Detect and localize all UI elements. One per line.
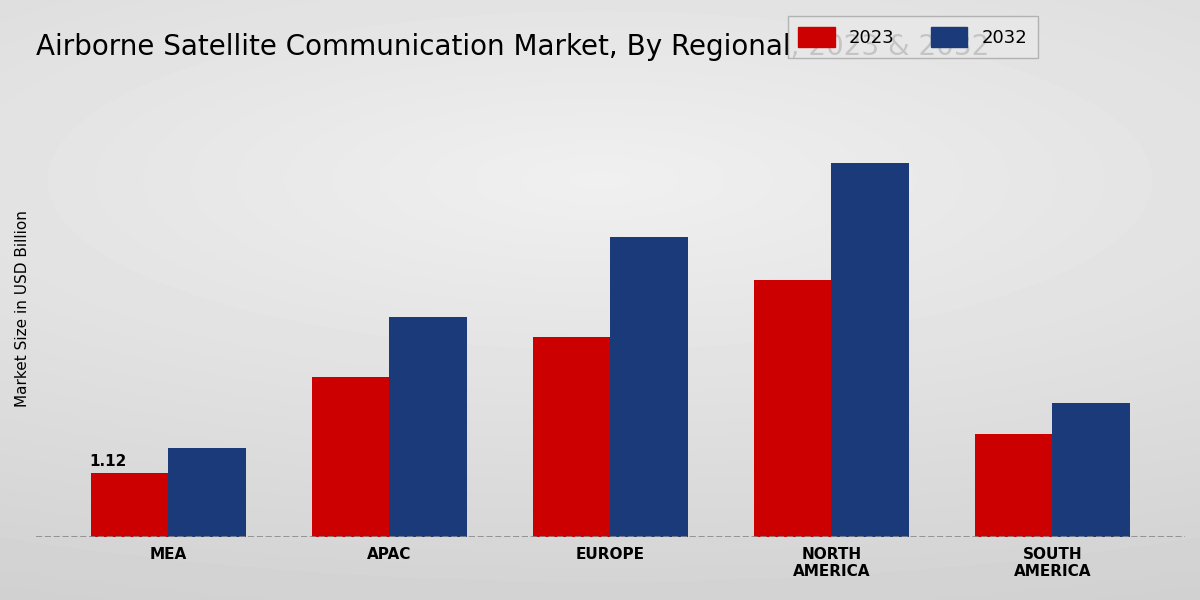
Bar: [754, 280, 832, 537]
Bar: [533, 337, 611, 537]
Bar: [611, 237, 688, 537]
Bar: [1052, 403, 1129, 537]
Bar: [832, 163, 908, 537]
Bar: [168, 448, 246, 537]
Text: Airborne Satellite Communication Market, By Regional, 2023 & 2032: Airborne Satellite Communication Market,…: [36, 33, 989, 61]
Bar: [389, 317, 467, 537]
Text: 1.12: 1.12: [90, 454, 127, 469]
Y-axis label: Market Size in USD Billion: Market Size in USD Billion: [14, 210, 30, 407]
Bar: [976, 434, 1052, 537]
Bar: [91, 473, 168, 537]
Legend: 2023, 2032: 2023, 2032: [787, 16, 1038, 58]
Bar: [312, 377, 389, 537]
